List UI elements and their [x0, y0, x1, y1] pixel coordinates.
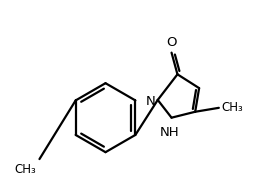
Text: O: O: [166, 36, 177, 49]
Text: N: N: [146, 95, 156, 108]
Text: NH: NH: [160, 126, 179, 139]
Text: CH₃: CH₃: [222, 101, 244, 114]
Text: CH₃: CH₃: [15, 163, 36, 176]
